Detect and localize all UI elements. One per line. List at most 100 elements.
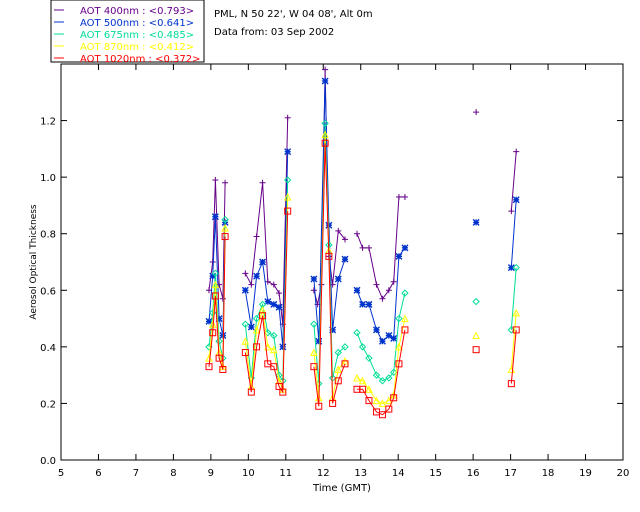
- x-tick-label: 5: [58, 468, 64, 479]
- data-point: [385, 405, 393, 413]
- data-point: [385, 287, 392, 294]
- data-point: [315, 337, 323, 345]
- data-point: [321, 77, 329, 85]
- data-point: [334, 365, 343, 373]
- data-point: [385, 332, 393, 340]
- data-point: [253, 343, 261, 351]
- data-point: [512, 263, 520, 272]
- series-line: [208, 179, 226, 299]
- data-point: [389, 368, 398, 377]
- data-point: [365, 397, 373, 405]
- data-point: [390, 394, 398, 402]
- data-point: [248, 281, 255, 288]
- data-point: [378, 337, 386, 345]
- data-point: [276, 290, 283, 297]
- data-point: [401, 326, 409, 334]
- data-point: [270, 331, 278, 340]
- data-point: [353, 230, 360, 237]
- data-point: [270, 363, 278, 371]
- data-point: [372, 396, 381, 405]
- data-point: [373, 281, 380, 288]
- x-tick-label: 20: [617, 468, 630, 479]
- data-point: [372, 326, 380, 334]
- data-point: [512, 326, 520, 334]
- plot-frame: [60, 63, 624, 461]
- data-point: [241, 320, 250, 328]
- title-line: Data from: 03 Sep 2002: [214, 27, 334, 38]
- legend-label: AOT 1020nm : <0.372>: [80, 54, 200, 65]
- data-point: [378, 377, 387, 385]
- series-line: [244, 211, 289, 394]
- legend-label: AOT 400nm : <0.793>: [80, 6, 194, 17]
- data-point: [353, 286, 361, 294]
- x-tick-label: 8: [170, 468, 176, 479]
- title-line: PML, N 50 22', W 04 08', Alt 0m: [214, 9, 373, 20]
- data-point: [283, 176, 292, 184]
- series-line: [510, 267, 517, 330]
- data-point: [334, 275, 342, 283]
- data-point: [209, 259, 216, 265]
- data-point: [341, 236, 348, 243]
- series-layer: [205, 66, 521, 419]
- x-tick-label: 13: [354, 468, 367, 479]
- series-line: [357, 329, 406, 416]
- legend-label: AOT 870nm : <0.412>: [80, 42, 194, 53]
- data-point: [279, 343, 287, 351]
- data-point: [401, 314, 409, 323]
- data-point: [507, 380, 515, 388]
- legend-label: AOT 500nm : <0.641>: [80, 18, 194, 29]
- data-point: [209, 329, 217, 337]
- x-axis: 5 6 7 8 9 10 11 12 13 14 15 16 17 18 19 20: [58, 64, 630, 479]
- y-axis: 0.0 0.2 0.4 0.6 0.8 1.0 1.2: [40, 117, 623, 467]
- data-point: [221, 233, 229, 241]
- data-point: [284, 148, 292, 156]
- data-point: [513, 148, 520, 155]
- data-point: [259, 179, 266, 186]
- data-point: [221, 215, 229, 224]
- data-point: [270, 300, 278, 308]
- data-point: [215, 354, 223, 362]
- y-tick-label: 0.4: [40, 343, 56, 354]
- data-point: [212, 176, 219, 183]
- data-point: [270, 281, 277, 288]
- legend-label: AOT 675nm : <0.485>: [80, 30, 194, 41]
- data-point: [241, 337, 250, 345]
- series-line: [510, 329, 517, 384]
- data-point: [401, 193, 408, 200]
- data-point: [365, 354, 373, 362]
- series-line: [510, 312, 517, 370]
- y-tick-label: 1.2: [40, 117, 56, 128]
- series-line: [313, 143, 346, 407]
- series-line: [313, 80, 346, 342]
- data-point: [341, 360, 349, 368]
- data-point: [512, 308, 521, 317]
- series-line: [510, 151, 517, 212]
- series: [205, 139, 520, 419]
- legend: AOT 400nm : <0.793>AOT 500nm : <0.641>AO…: [50, 0, 205, 65]
- data-point: [390, 278, 397, 285]
- data-point: [395, 314, 403, 323]
- y-tick-label: 0.0: [40, 456, 56, 467]
- data-point: [321, 119, 329, 128]
- data-point: [259, 258, 267, 266]
- series-line: [356, 292, 406, 382]
- data-point: [247, 388, 255, 396]
- x-tick-label: 12: [317, 468, 330, 479]
- x-axis-label: Time (GMT): [312, 483, 371, 494]
- y-tick-label: 0.8: [40, 230, 56, 241]
- data-point: [358, 343, 367, 351]
- data-point: [219, 295, 226, 302]
- data-point: [390, 334, 398, 342]
- data-point: [247, 323, 255, 331]
- data-point: [209, 309, 217, 317]
- data-point: [359, 300, 367, 308]
- data-point: [329, 326, 337, 334]
- data-point: [211, 292, 219, 300]
- data-point: [472, 297, 480, 306]
- data-point: [219, 365, 227, 373]
- data-point: [365, 300, 373, 308]
- data-point: [264, 278, 271, 285]
- data-point: [284, 114, 291, 121]
- data-point: [341, 343, 349, 351]
- x-tick-label: 14: [392, 468, 405, 479]
